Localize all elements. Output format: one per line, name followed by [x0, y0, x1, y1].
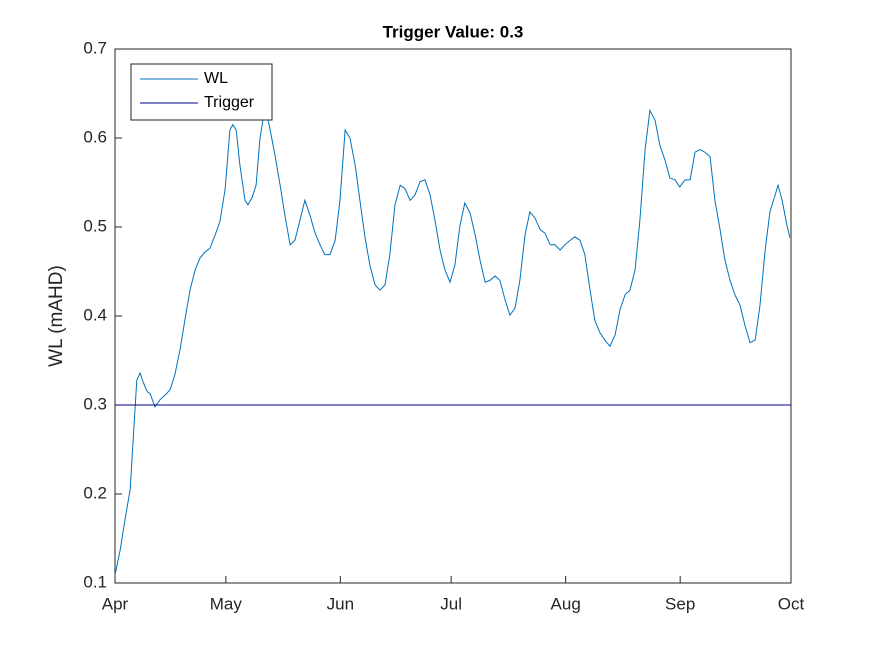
x-tick-label: Apr	[102, 594, 129, 613]
y-tick-label: 0.3	[83, 394, 107, 413]
x-tick-label: Jun	[327, 594, 354, 613]
legend-label: WL	[204, 70, 228, 87]
x-tick-label: Aug	[551, 594, 581, 613]
y-axis-label: WL (mAHD)	[46, 265, 67, 367]
legend-box	[130, 63, 273, 121]
x-tick-label: Jul	[440, 594, 462, 613]
y-tick-label: 0.4	[83, 305, 107, 324]
x-tick-label: Sep	[665, 594, 695, 613]
series-line	[114, 108, 791, 576]
x-tick-label: Oct	[778, 594, 805, 613]
y-tick-label: 0.6	[83, 127, 107, 146]
x-tick-label: May	[210, 594, 243, 613]
chart-title: Trigger Value: 0.3	[383, 22, 524, 41]
y-tick-label: 0.5	[83, 216, 107, 235]
y-tick-label: 0.1	[83, 572, 107, 591]
plot-area	[114, 48, 792, 584]
legend-label: Trigger	[204, 94, 255, 111]
y-tick-label: 0.7	[83, 38, 107, 57]
y-tick-label: 0.2	[83, 483, 107, 502]
